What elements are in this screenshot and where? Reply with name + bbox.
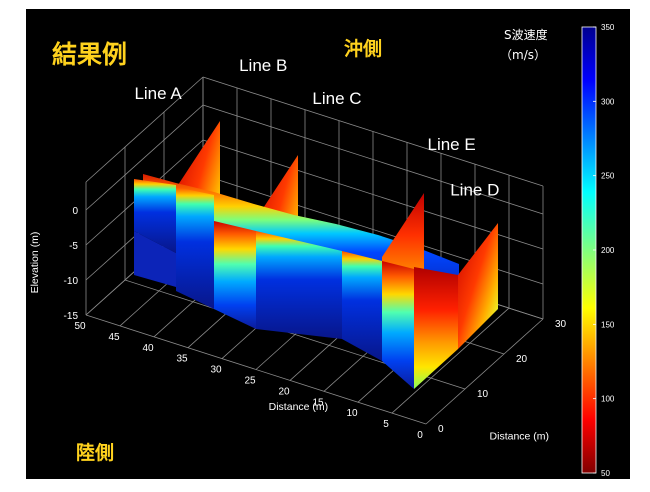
y-tick-label: 20 xyxy=(516,354,528,365)
y-axis-title: Distance (m) xyxy=(490,431,550,443)
z-tick-label: -15 xyxy=(64,311,79,322)
figure-title: 結果例 xyxy=(52,40,127,69)
section-line-b-front xyxy=(176,187,214,309)
side-wall-top-edge xyxy=(85,76,204,183)
z-tick-label: -5 xyxy=(69,241,78,252)
x-tick-label: 40 xyxy=(142,343,154,354)
section-line-e-front xyxy=(382,261,414,389)
colorbar-tick-label: 50 xyxy=(601,469,610,478)
section-line-d xyxy=(414,267,458,389)
z-axis-title: Elevation (m) xyxy=(29,232,41,294)
colorbar-tick-label: 250 xyxy=(601,172,615,181)
floor-gridline-x xyxy=(425,318,544,425)
section-line-a-body xyxy=(342,251,382,361)
back-wall-gridline-z xyxy=(202,104,544,215)
x-tick-label: 0 xyxy=(417,430,423,441)
cross-sections xyxy=(134,121,498,389)
y-tick-label: 0 xyxy=(438,424,444,435)
colorbar-title-line2: （m/s） xyxy=(500,48,546,62)
fence-diagram-chart: 0510152025303540455001020300-5-10-15Dist… xyxy=(29,23,615,478)
y-tick-label: 10 xyxy=(477,389,489,400)
colorbar-tick-label: 350 xyxy=(601,23,615,32)
section-line-c-front xyxy=(214,221,256,329)
line-labels: Line A Line B Line C Line E Line D xyxy=(134,56,499,200)
x-tick-label: 25 xyxy=(244,376,256,387)
line-label-line-d: Line D xyxy=(450,181,499,200)
section-line-c-front-lower xyxy=(256,231,342,339)
landward-label: 陸側 xyxy=(76,441,114,464)
section-line-d-right xyxy=(458,223,498,349)
x-tick-label: 15 xyxy=(312,397,324,408)
section-line-a-front-lower xyxy=(134,231,176,287)
x-tick-label: 20 xyxy=(278,386,290,397)
back-wall-gridline-z xyxy=(202,139,544,250)
y-tick-label: 30 xyxy=(555,319,567,330)
offshore-label: 沖側 xyxy=(344,37,382,60)
floor-gridline-x xyxy=(391,307,510,414)
colorbar-tick-label: 300 xyxy=(601,97,615,106)
line-label-line-a: Line A xyxy=(134,84,182,103)
x-tick-label: 5 xyxy=(383,419,389,430)
x-axis-title: Distance (m) xyxy=(269,401,329,413)
back-wall-top-edge xyxy=(202,76,544,187)
x-tick-label: 45 xyxy=(108,332,120,343)
z-tick-label: -10 xyxy=(64,276,79,287)
colorbar-ticks: 350 300 250 200 150 100 50 xyxy=(593,23,615,478)
colorbar-tick-label: 100 xyxy=(601,395,615,404)
colorbar-title-line1: S波速度 xyxy=(504,27,548,42)
line-label-line-c: Line C xyxy=(312,89,361,108)
x-tick-label: 30 xyxy=(210,365,222,376)
side-wall-gridline-z xyxy=(85,104,204,211)
section-line-a-front xyxy=(134,179,176,253)
floor-gridline-y xyxy=(85,314,427,425)
colorbar-tick-label: 150 xyxy=(601,320,615,329)
colorbar: S波速度 （m/s） 350 300 250 200 150 100 50 xyxy=(500,23,615,478)
x-tick-label: 10 xyxy=(346,408,358,419)
axes: 0 5 10 15 20 25 30 35 40 45 50 0 10 20 30 0 -5 -10 -15 Dist… xyxy=(29,206,567,443)
line-label-line-b: Line B xyxy=(239,56,287,75)
x-tick-label: 50 xyxy=(74,321,86,332)
z-tick-label: 0 xyxy=(72,206,78,217)
line-label-line-e: Line E xyxy=(427,135,475,154)
colorbar-tick-label: 200 xyxy=(601,246,615,255)
x-tick-label: 35 xyxy=(176,354,188,365)
chart-background: 0 5 10 15 20 25 30 35 40 45 50 0 10 20 30 0 -5 -10 -15 Dist… xyxy=(26,9,630,479)
